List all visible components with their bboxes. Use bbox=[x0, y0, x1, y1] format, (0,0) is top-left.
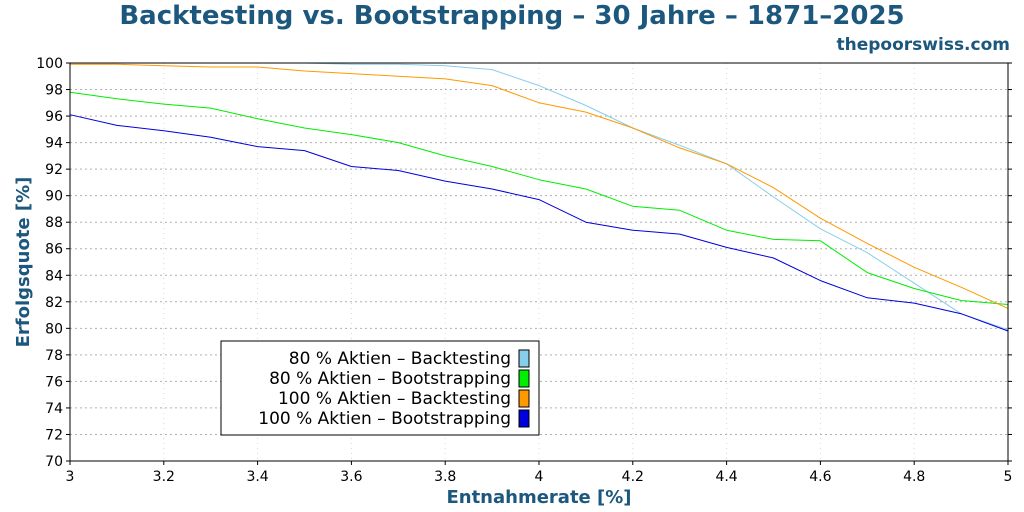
legend-box bbox=[220, 340, 540, 436]
x-tick-label: 4.2 bbox=[622, 469, 644, 485]
y-axis-title: Erfolgsquote [%] bbox=[13, 177, 34, 348]
y-tick-label: 100 bbox=[36, 56, 63, 72]
y-tick-label: 96 bbox=[45, 109, 63, 125]
series-lines bbox=[69, 62, 1009, 332]
y-tick-label: 84 bbox=[45, 268, 63, 284]
x-tick-label: 4.6 bbox=[809, 469, 831, 485]
x-tick-label: 4.8 bbox=[903, 469, 925, 485]
y-tick-label: 78 bbox=[45, 348, 63, 364]
legend-label: 80 % Aktien – Bootstrapping bbox=[269, 369, 511, 389]
y-tick-label: 74 bbox=[45, 401, 63, 417]
y-tick-label: 80 bbox=[45, 321, 63, 337]
series-line-4 bbox=[69, 114, 1009, 332]
y-tick-label: 88 bbox=[45, 215, 63, 231]
x-axis-title: Entnahmerate [%] bbox=[446, 487, 631, 508]
legend-label: 100 % Aktien – Bootstrapping bbox=[258, 409, 511, 429]
y-tick-label: 72 bbox=[45, 427, 63, 443]
watermark-text: thepoorswiss.com bbox=[836, 35, 1011, 55]
x-tick-label: 3.4 bbox=[246, 469, 268, 485]
y-tick-label: 76 bbox=[45, 374, 63, 390]
axis-ticks: 70 72 74 76 78 80 82 84 86 88 90 92 94 96 98 100 3 3.2 3.4… bbox=[36, 56, 1012, 485]
x-tick-label: 3 bbox=[66, 469, 75, 485]
x-tick-label: 3.8 bbox=[434, 469, 456, 485]
series-line-2 bbox=[69, 91, 1009, 305]
y-tick-label: 82 bbox=[45, 295, 63, 311]
legend-swatch bbox=[518, 409, 530, 428]
x-tick-label: 4 bbox=[535, 469, 544, 485]
y-tick-label: 86 bbox=[45, 242, 63, 258]
y-tick-label: 70 bbox=[45, 454, 63, 470]
legend-label: 80 % Aktien – Backtesting bbox=[289, 349, 511, 369]
y-tick-label: 92 bbox=[45, 162, 63, 178]
legend-swatch bbox=[518, 389, 530, 408]
x-tick-label: 3.2 bbox=[153, 469, 175, 485]
y-tick-label: 90 bbox=[45, 189, 63, 205]
legend-swatch bbox=[518, 369, 530, 388]
series-line-3 bbox=[70, 63, 1009, 309]
x-tick-label: 4.4 bbox=[715, 469, 737, 485]
y-tick-label: 94 bbox=[45, 136, 63, 152]
x-tick-label: 3.6 bbox=[340, 469, 362, 485]
legend-label: 100 % Aktien – Backtesting bbox=[278, 389, 511, 409]
x-tick-label: 5 bbox=[1004, 469, 1013, 485]
y-tick-label: 98 bbox=[45, 83, 63, 99]
legend-swatch bbox=[518, 349, 530, 368]
chart-title: Backtesting vs. Bootstrapping – 30 Jahre… bbox=[119, 1, 905, 31]
